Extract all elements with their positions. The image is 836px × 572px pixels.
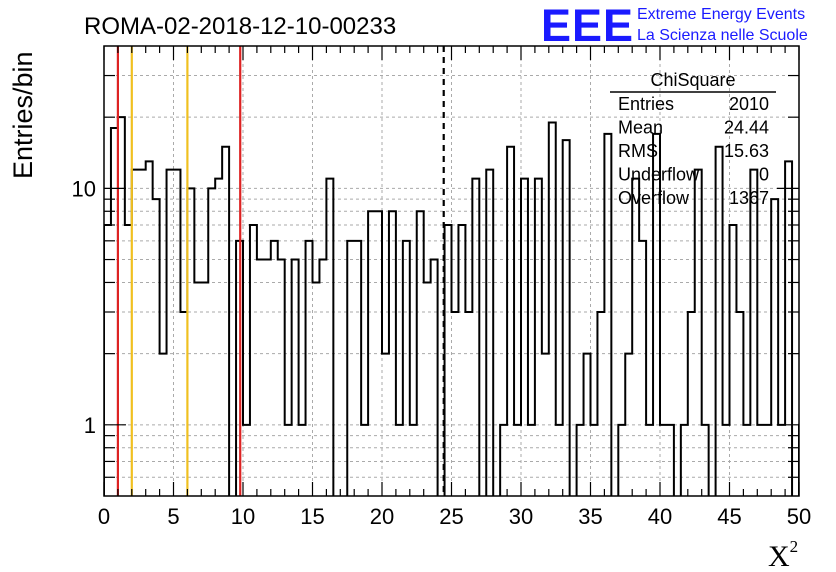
x-tick-label: 35 xyxy=(578,504,602,529)
x-tick-label: 20 xyxy=(370,504,394,529)
x-tick-label: 10 xyxy=(231,504,255,529)
stats-value: 0 xyxy=(759,165,769,185)
x-tick-label: 15 xyxy=(300,504,324,529)
x-axis-label: X2 xyxy=(768,537,798,572)
logo-line1: Extreme Energy Events xyxy=(637,6,805,23)
stats-value: 24.44 xyxy=(724,118,769,138)
y-axis-label: Entries/bin xyxy=(8,51,38,179)
stats-label: Underflow xyxy=(618,165,700,185)
stats-rows: Entries 2010 Mean 24.44 RMS 15.63 Underflow 0 Ov… xyxy=(618,94,769,208)
grid xyxy=(104,46,799,496)
stats-value: 1367 xyxy=(729,188,769,208)
stats-label: Overflow xyxy=(618,188,690,208)
eee-logo: EEE Extreme Energy Events La Scienza nel… xyxy=(541,0,808,51)
x-tick-label: 45 xyxy=(717,504,741,529)
histogram-line xyxy=(104,116,799,496)
x-tick-label: 5 xyxy=(167,504,179,529)
stats-value: 15.63 xyxy=(724,141,769,161)
stats-label: RMS xyxy=(618,141,658,161)
y-tick-label: 10 xyxy=(72,176,96,201)
x-tick-label: 25 xyxy=(439,504,463,529)
logo-line2: La Scienza nelle Scuole xyxy=(637,27,808,44)
x-tick-label: 50 xyxy=(787,504,811,529)
stats-box: ChiSquare Entries 2010 Mean 24.44 RMS 15.63 Un… xyxy=(610,70,776,208)
stats-value: 2010 xyxy=(729,94,769,114)
chart-title: ROMA-02-2018-12-10-00233 xyxy=(84,13,396,40)
marker-lines xyxy=(116,46,445,496)
tick-labels: 0 5 10 15 20 25 30 35 40 45 50 1 10 xyxy=(72,176,812,529)
x-tick-label: 0 xyxy=(98,504,110,529)
stats-label: Entries xyxy=(618,94,674,114)
logo-mark: EEE xyxy=(541,0,634,51)
x-tick-label: 30 xyxy=(509,504,533,529)
x-axis-label-superscript: 2 xyxy=(790,537,799,556)
y-tick-label: 1 xyxy=(84,413,96,438)
x-tick-label: 40 xyxy=(648,504,672,529)
axis-ticks xyxy=(103,46,800,496)
stats-label: Mean xyxy=(618,118,663,138)
stats-title: ChiSquare xyxy=(650,70,735,90)
